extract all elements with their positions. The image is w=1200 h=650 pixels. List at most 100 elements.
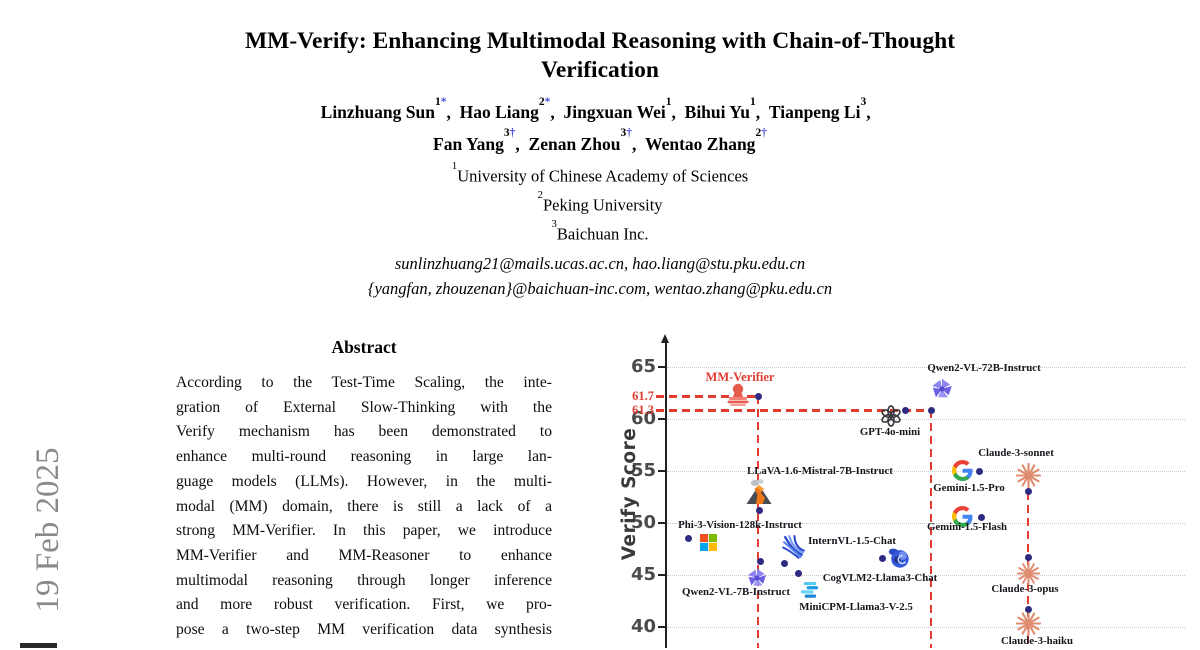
point-Gemini-1.5-Flash [977, 514, 985, 522]
y-tick-40 [658, 626, 666, 628]
verify-score-chart: 65 60 55 50 45 40 Verify Score 61.7 61.3 MM-Verif… [612, 334, 1200, 648]
annotation-vline-MM-Verifier [756, 396, 760, 648]
abstract-line: strong MM-Verifier. In this paper, we in… [176, 522, 552, 540]
author-name: Tianpeng Li [768, 101, 861, 122]
author-superscript: 2† [755, 127, 767, 139]
affiliation-number: 1 [434, 95, 441, 108]
claude-icon [1015, 462, 1042, 489]
author-separator: , [446, 101, 460, 122]
author-name: Fan Yang [433, 133, 504, 154]
author-separator: , [866, 101, 880, 122]
email-line: sunlinzhuang21@mails.ucas.ac.cn, hao.lia… [394, 253, 806, 273]
point-LLaVA-1.6-Mistral-7B-Instruct [755, 507, 763, 515]
arxiv-date-sidebar: 19 Feb 2025 [30, 447, 66, 613]
gridline-65 [667, 367, 1185, 368]
abstract-line: enhance multi-round reasoning in large l… [176, 448, 552, 466]
qwen-icon [929, 376, 955, 402]
affiliation-superscript: 3 [551, 217, 557, 230]
point-Claude-3-haiku [1024, 605, 1032, 613]
abstract-line: Verify mechanism has been demonstrated t… [176, 423, 552, 441]
affiliation-list: 1University of Chinese Academy of Scienc… [0, 160, 1200, 247]
cogvlm-icon [887, 546, 911, 570]
author-name: Jingxuan Wei [563, 101, 666, 122]
point-label-Claude-3-sonnet: Claude-3-sonnet [978, 446, 1054, 459]
point-label-Gemini-1.5-Pro: Gemini-1.5-Pro [933, 481, 1005, 494]
point-MiniCPM-Llama3-V-2.5 [794, 570, 802, 578]
claude-icon [1016, 561, 1041, 586]
author-name: Zenan Zhou [528, 133, 621, 154]
point-Phi-3-Vision-128k-Instruct [684, 535, 692, 543]
author-separator: , [671, 101, 685, 122]
qwen-icon [745, 566, 769, 590]
abstract-line: According to the Test-Time Scaling, the … [176, 374, 552, 391]
point-label-GPT-4o-mini: GPT-4o-mini [859, 425, 921, 438]
point-label-Qwen2-VL-7B-Instruct: Qwen2-VL-7B-Instruct [682, 585, 790, 598]
author-superscript: 1* [435, 96, 447, 108]
affiliation-line: 2Peking University [0, 189, 1200, 218]
author-superscript: 1 [666, 96, 672, 108]
abstract-line: pose a two-step MM verification data syn… [176, 621, 552, 639]
y-tick-55 [658, 470, 666, 472]
author-superscript: 3† [620, 127, 632, 139]
author-superscript: 3† [504, 127, 516, 139]
abstract-heading: Abstract [331, 337, 397, 357]
author-line: Linzhuang Sun1*, Hao Liang2*, Jingxuan W… [0, 94, 1200, 126]
y-tick-label-50: 50 [630, 512, 656, 533]
point-label-Phi-3-Vision-128k-Instruct: Phi-3-Vision-128k-Instruct [678, 518, 802, 531]
author-mark: † [626, 127, 632, 140]
microsoft-icon [699, 533, 717, 551]
author-name: Wentao Zhang [645, 133, 756, 154]
abstract-line: MM-Verifier and MM-Reasoner to enhance [176, 546, 552, 564]
abstract-line: and more robust verification. First, we … [176, 596, 552, 614]
y-tick-label-60: 60 [630, 408, 656, 429]
abstract-line: modal (MM) domain, there is still a lack… [176, 497, 552, 515]
author-name: Hao Liang [459, 101, 539, 122]
point-Claude-3-sonnet [1024, 488, 1032, 496]
openai-icon [879, 404, 903, 428]
google-icon [951, 459, 973, 481]
stamp-icon [724, 381, 752, 409]
author-superscript: 2* [539, 96, 551, 108]
affiliation-text: Baichuan Inc. [556, 224, 649, 244]
internvl-icon [781, 534, 808, 561]
point-Qwen2-VL-72B-Instruct [927, 406, 935, 414]
author-separator: , [515, 133, 529, 154]
claude-icon [1015, 610, 1042, 637]
abstract-body: According to the Test-Time Scaling, the … [176, 371, 552, 643]
abstract-section: Abstract According to the Test-Time Scal… [176, 337, 552, 643]
point-label-Qwen2-VL-72B-Instruct: Qwen2-VL-72B-Instruct [927, 361, 1041, 374]
y-tick-45 [658, 574, 666, 576]
point-label-Claude-3-opus: Claude-3-opus [991, 582, 1059, 595]
author-list: Linzhuang Sun1*, Hao Liang2*, Jingxuan W… [0, 94, 1200, 158]
email-line: {yangfan, zhouzenan}@baichuan-inc.com, w… [367, 279, 833, 299]
minicpm-icon [800, 581, 819, 600]
paper-title: MM-Verify: Enhancing Multimodal Reasonin… [0, 27, 1200, 85]
annotation-vline-Qwen2-VL-72B-Instruct [929, 410, 933, 648]
point-Gemini-1.5-Pro [975, 467, 983, 475]
point-label-MM-Verifier: MM-Verifier [705, 369, 775, 384]
cutoff-text-artifact [20, 643, 57, 648]
author-name: Linzhuang Sun [320, 101, 435, 122]
point-label-LLaVA-1.6-Mistral-7B-Instruct: LLaVA-1.6-Mistral-7B-Instruct [747, 464, 893, 477]
author-mark: * [440, 95, 447, 108]
affiliation-line: 1University of Chinese Academy of Scienc… [0, 160, 1200, 189]
gridline-60 [667, 419, 1185, 420]
annotation-value-61.7: 61.7 [632, 388, 654, 403]
affiliation-number: 3 [860, 95, 867, 108]
paper-header: MM-Verify: Enhancing Multimodal Reasonin… [0, 0, 1200, 302]
y-axis-arrow [661, 334, 670, 343]
y-tick-label-65: 65 [630, 356, 656, 377]
annotation-hline-61.3 [656, 409, 931, 412]
affiliation-text: Peking University [542, 195, 663, 215]
point-label-CogVLM2-Llama3-Chat: CogVLM2-Llama3-Chat [822, 571, 938, 584]
author-separator: , [755, 101, 769, 122]
affiliation-number: 2 [538, 95, 545, 108]
affiliation-superscript: 1 [451, 159, 458, 172]
y-tick-60 [658, 418, 666, 420]
author-separator: , [550, 101, 564, 122]
email-list: sunlinzhuang21@mails.ucas.ac.cn, hao.lia… [0, 251, 1200, 302]
author-name: Bihui Yu [684, 101, 750, 122]
point-MM-Verifier [754, 392, 762, 400]
point-label-Gemini-1.5-Flash: Gemini-1.5-Flash [926, 520, 1008, 533]
